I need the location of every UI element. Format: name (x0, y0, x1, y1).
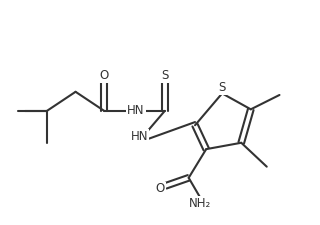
Text: NH₂: NH₂ (189, 197, 211, 210)
Text: HN: HN (127, 104, 145, 117)
Text: HN: HN (131, 130, 148, 143)
Text: O: O (100, 69, 109, 82)
Text: S: S (219, 81, 226, 94)
Text: O: O (156, 182, 164, 196)
Text: S: S (161, 69, 168, 82)
